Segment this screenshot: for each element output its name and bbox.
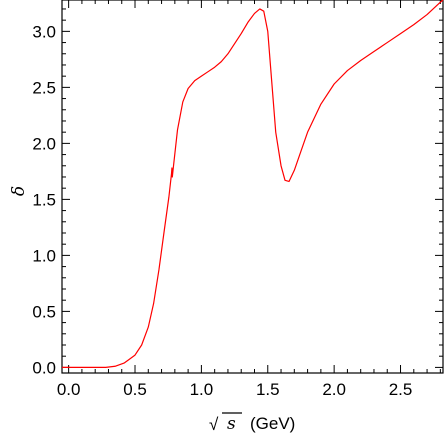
x-tick-label: 2.5 [389,380,413,399]
y-axis-ticks [62,8,443,368]
y-tick-label: 2.5 [32,78,56,97]
y-tick-label: 0.5 [32,302,56,321]
y-tick-label: 2.0 [32,134,56,153]
x-tick-label: 0.0 [57,380,81,399]
x-unit-label: (GeV) [250,414,295,433]
x-variable-label: s [227,414,236,434]
plot-frame [61,0,444,374]
y-tick-label: 3.0 [32,22,56,41]
x-tick-label: 1.5 [256,380,280,399]
y-tick-label: 1.5 [32,190,56,209]
y-axis-label: δ [9,186,29,196]
series-line [62,0,444,368]
x-axis-tick-labels: 0.0 0.5 1.0 1.5 2.0 2.5 [57,380,413,399]
x-axis-label: √ s (GeV) [209,412,295,434]
x-tick-label: 2.0 [322,380,346,399]
y-axis-tick-labels: 0.0 0.5 1.0 1.5 2.0 2.5 3.0 [32,22,56,377]
sqrt-symbol: √ [209,415,219,434]
series-group [62,0,444,368]
x-tick-label: 0.5 [123,380,147,399]
y-tick-label: 1.0 [32,246,56,265]
x-tick-label: 1.0 [190,380,214,399]
y-tick-label: 0.0 [32,358,56,377]
x-axis-ticks [68,0,441,373]
